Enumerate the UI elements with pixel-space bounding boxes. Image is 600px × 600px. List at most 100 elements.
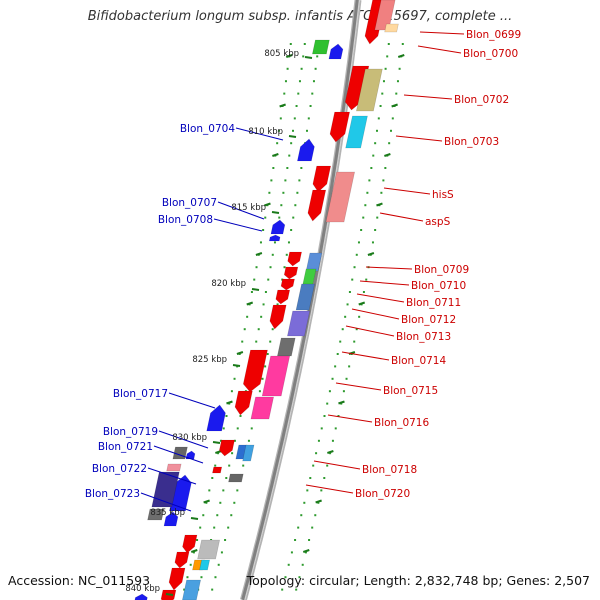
tick-dot — [314, 514, 317, 517]
tick-dot — [183, 588, 186, 591]
tick-dot — [320, 427, 323, 430]
gene-label-blon_0699: Blon_0699 — [466, 29, 521, 41]
footer: Accession: NC_011593 Topology: circular;… — [8, 573, 592, 589]
leader-line — [341, 351, 390, 361]
ruler-label: 835 kbp — [150, 508, 185, 518]
leader-line — [305, 484, 354, 494]
gene-label-blon_0707: Blon_0707 — [162, 197, 217, 209]
tick-dash — [376, 202, 383, 207]
ruler-label: 820 kbp — [211, 279, 246, 289]
tick-dot — [401, 43, 404, 45]
gene-reverse-2 — [270, 219, 286, 235]
tick-dot — [281, 278, 284, 281]
tick-dot — [283, 266, 286, 269]
tick-dot — [264, 216, 267, 219]
gene-reverse-7 — [163, 511, 179, 527]
tick-dot — [353, 266, 356, 269]
leader-line — [351, 308, 400, 320]
cds-box-1 — [384, 23, 399, 33]
gene-label-blon_0700: Blon_0700 — [463, 48, 518, 60]
tick-dot — [300, 67, 303, 70]
cds-box-3 — [345, 115, 368, 149]
tick-dash — [327, 450, 334, 454]
tick-dot — [211, 588, 214, 591]
tick-dot — [273, 241, 276, 244]
tick-dot — [213, 526, 216, 529]
tick-dot — [304, 551, 307, 554]
tick-dot — [291, 129, 294, 132]
tick-dot — [253, 278, 256, 281]
tick-dot — [351, 278, 354, 281]
tick-dot — [271, 253, 274, 256]
tick-dot — [295, 588, 298, 591]
cds-box-left-4 — [147, 508, 165, 521]
tick-dot — [355, 253, 358, 256]
ruler-dash — [165, 593, 174, 596]
gene-label-blon_0712: Blon_0712 — [401, 314, 456, 326]
tick-dot — [358, 315, 361, 318]
leader-line — [379, 212, 424, 222]
map-title: Bifidobacterium longum subsp. infantis A… — [87, 9, 513, 24]
ruler-dash — [232, 364, 241, 367]
tick-dot — [243, 328, 246, 331]
tick-dot — [216, 514, 219, 517]
tick-dot — [292, 216, 295, 219]
tick-dot — [258, 390, 261, 393]
tick-dot — [289, 43, 292, 45]
tick-dot — [236, 427, 239, 430]
tick-dot — [326, 464, 329, 467]
gene-forward-11 — [234, 390, 253, 416]
tick-dot — [395, 92, 398, 95]
tick-dot — [217, 452, 220, 455]
ruler-dash — [304, 56, 313, 59]
tick-dot — [214, 576, 217, 579]
tick-dot — [384, 167, 387, 169]
tick-dot — [382, 179, 385, 182]
cds-box-left-3 — [151, 471, 180, 508]
gene-label-blon_0715: Blon_0715 — [383, 385, 438, 397]
tick-dot — [211, 477, 214, 479]
tick-dot — [391, 117, 394, 120]
leader-line — [335, 382, 382, 391]
leader-line — [217, 201, 265, 220]
leader-line — [235, 127, 284, 141]
tick-dot — [301, 563, 304, 566]
tick-dot — [336, 353, 339, 355]
tick-dot — [278, 216, 281, 219]
tick-dot — [283, 92, 286, 95]
gene-forward-5 — [287, 251, 302, 267]
topology-text: Topology: circular; Length: 2,832,748 bp… — [246, 573, 590, 588]
tick-dot — [334, 365, 337, 368]
tick-dot — [360, 229, 363, 231]
tick-dash — [315, 499, 322, 504]
cds-box-4 — [325, 171, 355, 223]
tick-dot — [255, 340, 258, 343]
tick-dot — [355, 328, 358, 331]
tick-dot — [233, 439, 236, 442]
tick-dot — [259, 241, 262, 244]
leader-line — [365, 266, 413, 270]
tick-dot — [262, 229, 265, 231]
tick-dot — [257, 328, 260, 331]
tick-dot — [309, 477, 312, 479]
tick-dash — [279, 103, 286, 108]
gene-label-blon_0719: Blon_0719 — [103, 426, 158, 438]
tick-dash — [264, 202, 271, 207]
leader-line — [417, 45, 462, 54]
gene-label-blon_0711: Blon_0711 — [406, 297, 461, 309]
tick-dash — [246, 301, 254, 306]
tick-dash — [236, 351, 244, 355]
tick-dot — [382, 80, 385, 83]
tick-dot — [376, 216, 379, 219]
tick-dot — [398, 67, 401, 70]
tick-dot — [342, 390, 345, 393]
gene-forward-3 — [312, 165, 332, 193]
gene-label-blon_0720: Blon_0720 — [355, 488, 410, 500]
cds-box-0 — [374, 0, 396, 31]
tick-dot — [365, 278, 368, 281]
gene-label-blon_0723: Blon_0723 — [85, 488, 140, 500]
tick-dot — [277, 129, 280, 132]
tick-dash — [384, 153, 391, 157]
tick-dot — [196, 539, 199, 541]
tick-dot — [231, 452, 234, 455]
